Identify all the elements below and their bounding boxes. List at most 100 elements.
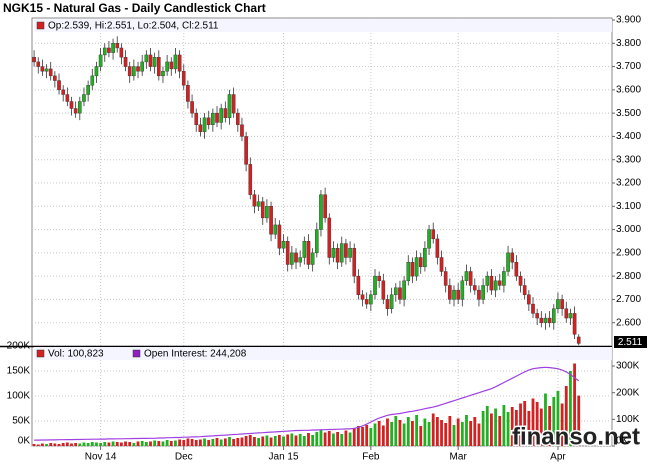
candle-body bbox=[452, 289, 456, 300]
candle-body bbox=[211, 112, 215, 125]
candle-body bbox=[248, 164, 253, 195]
candle-body bbox=[281, 241, 286, 249]
volume-bar bbox=[510, 407, 514, 446]
candle-body bbox=[102, 47, 107, 56]
volume-bar bbox=[469, 421, 473, 446]
volume-bar bbox=[178, 439, 181, 446]
candle-body bbox=[310, 252, 315, 265]
volume-bar bbox=[327, 431, 331, 446]
volume-bar bbox=[165, 440, 169, 446]
candle-body bbox=[431, 229, 436, 240]
volume-bar bbox=[169, 441, 173, 446]
volume-bar bbox=[465, 415, 468, 446]
volume-bar bbox=[573, 363, 576, 446]
volume-bar bbox=[215, 438, 219, 446]
volume-bar bbox=[336, 432, 339, 446]
candle-body bbox=[98, 54, 103, 67]
y-tick-label: 50K bbox=[12, 416, 30, 427]
candle-body bbox=[94, 66, 99, 77]
volume-bar bbox=[519, 403, 522, 446]
candle-body bbox=[302, 241, 307, 258]
volume-bar bbox=[136, 441, 140, 446]
volume-bar bbox=[57, 444, 61, 446]
candle-body bbox=[556, 299, 560, 309]
candle-body bbox=[572, 313, 577, 335]
candle-body bbox=[535, 313, 539, 319]
volume-bar bbox=[49, 443, 53, 446]
volume-bar bbox=[440, 420, 443, 446]
y-tick-label: 3.700 bbox=[616, 61, 641, 72]
candle-body bbox=[364, 299, 369, 305]
candle-body bbox=[477, 289, 481, 300]
candle-body bbox=[331, 247, 336, 258]
volume-bar bbox=[460, 422, 464, 446]
candle-body bbox=[468, 271, 473, 286]
volume-bar bbox=[431, 413, 435, 446]
volume-bar bbox=[386, 418, 389, 446]
candle-body bbox=[389, 294, 394, 309]
candle-body bbox=[260, 201, 265, 219]
candle-body bbox=[547, 317, 552, 323]
volume-bar bbox=[174, 440, 177, 446]
candle-body bbox=[315, 229, 319, 254]
volume-bar bbox=[560, 403, 564, 446]
candle-body bbox=[269, 206, 273, 235]
candle-body bbox=[543, 317, 548, 323]
x-tick-label: Nov 14 bbox=[85, 452, 117, 463]
candle-body bbox=[169, 61, 174, 70]
volume-bar bbox=[253, 437, 256, 446]
candle-body bbox=[256, 201, 261, 207]
candle-body bbox=[398, 287, 402, 300]
volume-bar bbox=[352, 428, 356, 446]
candle-body bbox=[406, 261, 411, 281]
volume-legend-swatch bbox=[36, 349, 45, 358]
x-tick-label: Feb bbox=[362, 452, 380, 463]
candle-body bbox=[252, 194, 257, 207]
volume-bar bbox=[527, 411, 531, 446]
candle-body bbox=[439, 257, 444, 272]
candle-body bbox=[32, 57, 36, 63]
candle-body bbox=[456, 289, 460, 300]
volume-bar bbox=[273, 436, 277, 446]
candle-body bbox=[418, 257, 423, 268]
y2-tick-label: 100K bbox=[616, 414, 640, 425]
candle-body bbox=[381, 280, 386, 300]
volume-bar bbox=[419, 426, 423, 446]
candle-body bbox=[148, 54, 153, 67]
candle-body bbox=[107, 47, 111, 53]
volume-bar bbox=[452, 425, 456, 446]
volume-bar bbox=[402, 423, 406, 446]
candle-body bbox=[497, 280, 502, 286]
candle-body bbox=[502, 271, 506, 286]
volume-bar bbox=[477, 423, 481, 446]
candle-body bbox=[369, 294, 373, 305]
volume-bar bbox=[286, 434, 290, 446]
y-tick-label: 2.800 bbox=[616, 271, 641, 282]
candle-body bbox=[564, 308, 569, 319]
volume-bar bbox=[319, 430, 323, 446]
volume-bar bbox=[494, 408, 497, 446]
candle-body bbox=[219, 108, 223, 123]
candle-body bbox=[427, 229, 431, 249]
volume-bar bbox=[356, 426, 360, 446]
volume-bar bbox=[90, 442, 94, 446]
candle-body bbox=[290, 252, 294, 265]
candle-body bbox=[493, 280, 498, 291]
candle-body bbox=[393, 287, 398, 295]
volume-bar bbox=[485, 406, 489, 446]
price-legend-box bbox=[34, 19, 612, 32]
candle-body bbox=[53, 75, 57, 81]
price-legend: Op:2.539, Hi:2.551, Lo:2.504, Cl:2.511 bbox=[48, 21, 219, 32]
y-tick-label: 3.900 bbox=[616, 15, 641, 26]
volume-bar bbox=[365, 425, 369, 446]
candle-body bbox=[240, 124, 244, 137]
volume-bar bbox=[394, 416, 398, 446]
candle-body bbox=[319, 194, 323, 230]
volume-bar bbox=[144, 442, 148, 446]
volume-bar bbox=[186, 438, 190, 446]
volume-bar bbox=[369, 428, 373, 446]
candle-body bbox=[82, 94, 86, 102]
candle-body bbox=[198, 124, 203, 132]
volume-bar bbox=[257, 438, 260, 446]
candle-body bbox=[177, 54, 182, 72]
